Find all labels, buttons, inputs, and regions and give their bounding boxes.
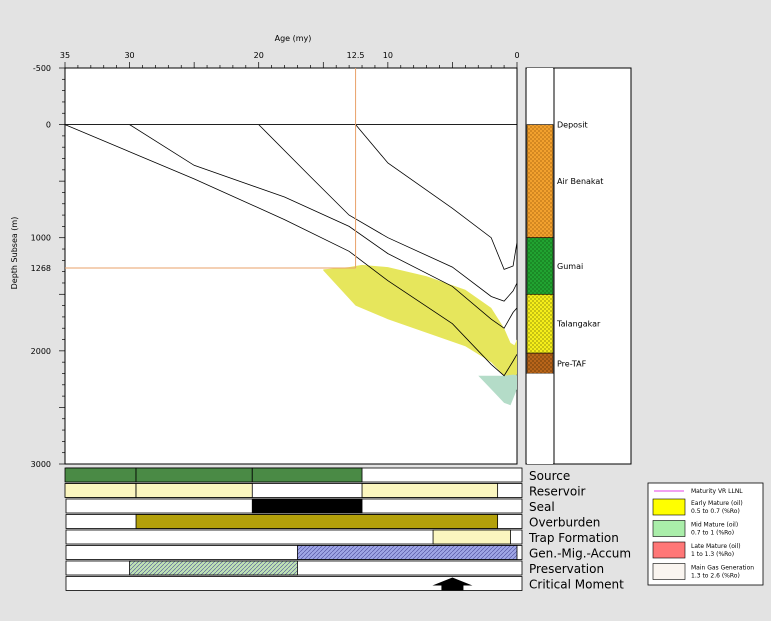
x-tick-label: 10 bbox=[383, 51, 393, 60]
y-tick-label: -500 bbox=[33, 64, 51, 73]
event-label: Gen.-Mig.-Accum bbox=[529, 547, 631, 561]
formation-label: Talangakar bbox=[556, 320, 601, 329]
legend-label: Main Gas Generation bbox=[691, 565, 754, 572]
event-row-5 bbox=[65, 529, 523, 545]
y-tick-label: 2000 bbox=[31, 347, 51, 356]
legend-sublabel: 0.5 to 0.7 (%Ro) bbox=[691, 508, 740, 515]
legend-sublabel: 0.7 to 1 (%Ro) bbox=[691, 530, 734, 537]
event-bar bbox=[251, 467, 363, 483]
critical-moment-arrow bbox=[432, 577, 473, 591]
lithology-layer-3 bbox=[526, 237, 554, 295]
event-bar bbox=[64, 483, 137, 498]
event-label: Trap Formation bbox=[528, 531, 619, 545]
event-label: Reservoir bbox=[529, 485, 586, 499]
event-label: Seal bbox=[529, 500, 555, 514]
event-row-8 bbox=[65, 576, 523, 591]
formation-label: Air Benakat bbox=[557, 177, 603, 186]
event-label: Overburden bbox=[529, 516, 600, 530]
event-bar bbox=[251, 498, 363, 514]
x-tick-label: 35 bbox=[60, 51, 70, 60]
event-bar bbox=[297, 545, 518, 560]
event-bar bbox=[64, 467, 137, 483]
event-bar bbox=[129, 560, 298, 576]
legend-sublabel: 1 to 1.3 (%Ro) bbox=[691, 551, 734, 558]
legend-swatch bbox=[652, 563, 686, 580]
formation-label: Pre-TAF bbox=[557, 359, 587, 368]
event-bar bbox=[135, 514, 499, 529]
y-axis-title: Depth Subsea (m) bbox=[10, 217, 19, 290]
lithology-label-panel bbox=[553, 67, 632, 465]
event-bar bbox=[361, 483, 499, 498]
burial-curve-1 bbox=[64, 124, 518, 377]
burial-curve-4 bbox=[355, 124, 518, 270]
y-tick-label: 1268 bbox=[31, 264, 51, 273]
burial-curve-3 bbox=[258, 124, 518, 302]
x-tick-label: 12.5 bbox=[347, 51, 365, 60]
formation-label: Gumai bbox=[557, 262, 583, 271]
legend-swatch bbox=[652, 520, 686, 537]
event-bar bbox=[135, 467, 253, 483]
y-tick-label: 0 bbox=[46, 121, 51, 130]
event-label: Source bbox=[529, 469, 570, 483]
x-tick-label: 30 bbox=[124, 51, 134, 60]
burial-curve-2 bbox=[129, 124, 518, 329]
legend-label: Early Mature (oil) bbox=[691, 500, 743, 507]
legend-label: Mid Mature (oil) bbox=[691, 522, 738, 529]
x-tick-label: 20 bbox=[254, 51, 264, 60]
legend-sublabel: 1.3 to 2.6 (%Ro) bbox=[691, 573, 740, 580]
legend-swatch bbox=[652, 498, 686, 516]
lithology-layer-2 bbox=[526, 124, 554, 239]
lithology-layer-5 bbox=[526, 352, 554, 374]
lithology-layer-1 bbox=[527, 68, 553, 125]
legend-label: Maturity VR LLNL bbox=[691, 488, 743, 495]
x-axis-title: Age (my) bbox=[275, 34, 312, 43]
legend-label: Late Mature (oil) bbox=[691, 543, 741, 550]
x-tick-label: 0 bbox=[514, 51, 519, 60]
event-label: Preservation bbox=[529, 562, 604, 576]
event-bar bbox=[432, 529, 511, 545]
event-label: Critical Moment bbox=[529, 578, 624, 592]
lithology-layer-4 bbox=[526, 293, 554, 354]
maturity-zone-1 bbox=[323, 264, 517, 376]
y-tick-label: 3000 bbox=[31, 460, 51, 469]
legend-swatch bbox=[652, 541, 686, 559]
lithology-layer-6 bbox=[527, 373, 553, 464]
event-bar bbox=[135, 483, 253, 498]
y-tick-label: 1000 bbox=[31, 234, 51, 243]
plot-area bbox=[64, 67, 518, 465]
formation-label: Deposit bbox=[557, 121, 588, 130]
maturity-zone-2 bbox=[478, 374, 517, 406]
